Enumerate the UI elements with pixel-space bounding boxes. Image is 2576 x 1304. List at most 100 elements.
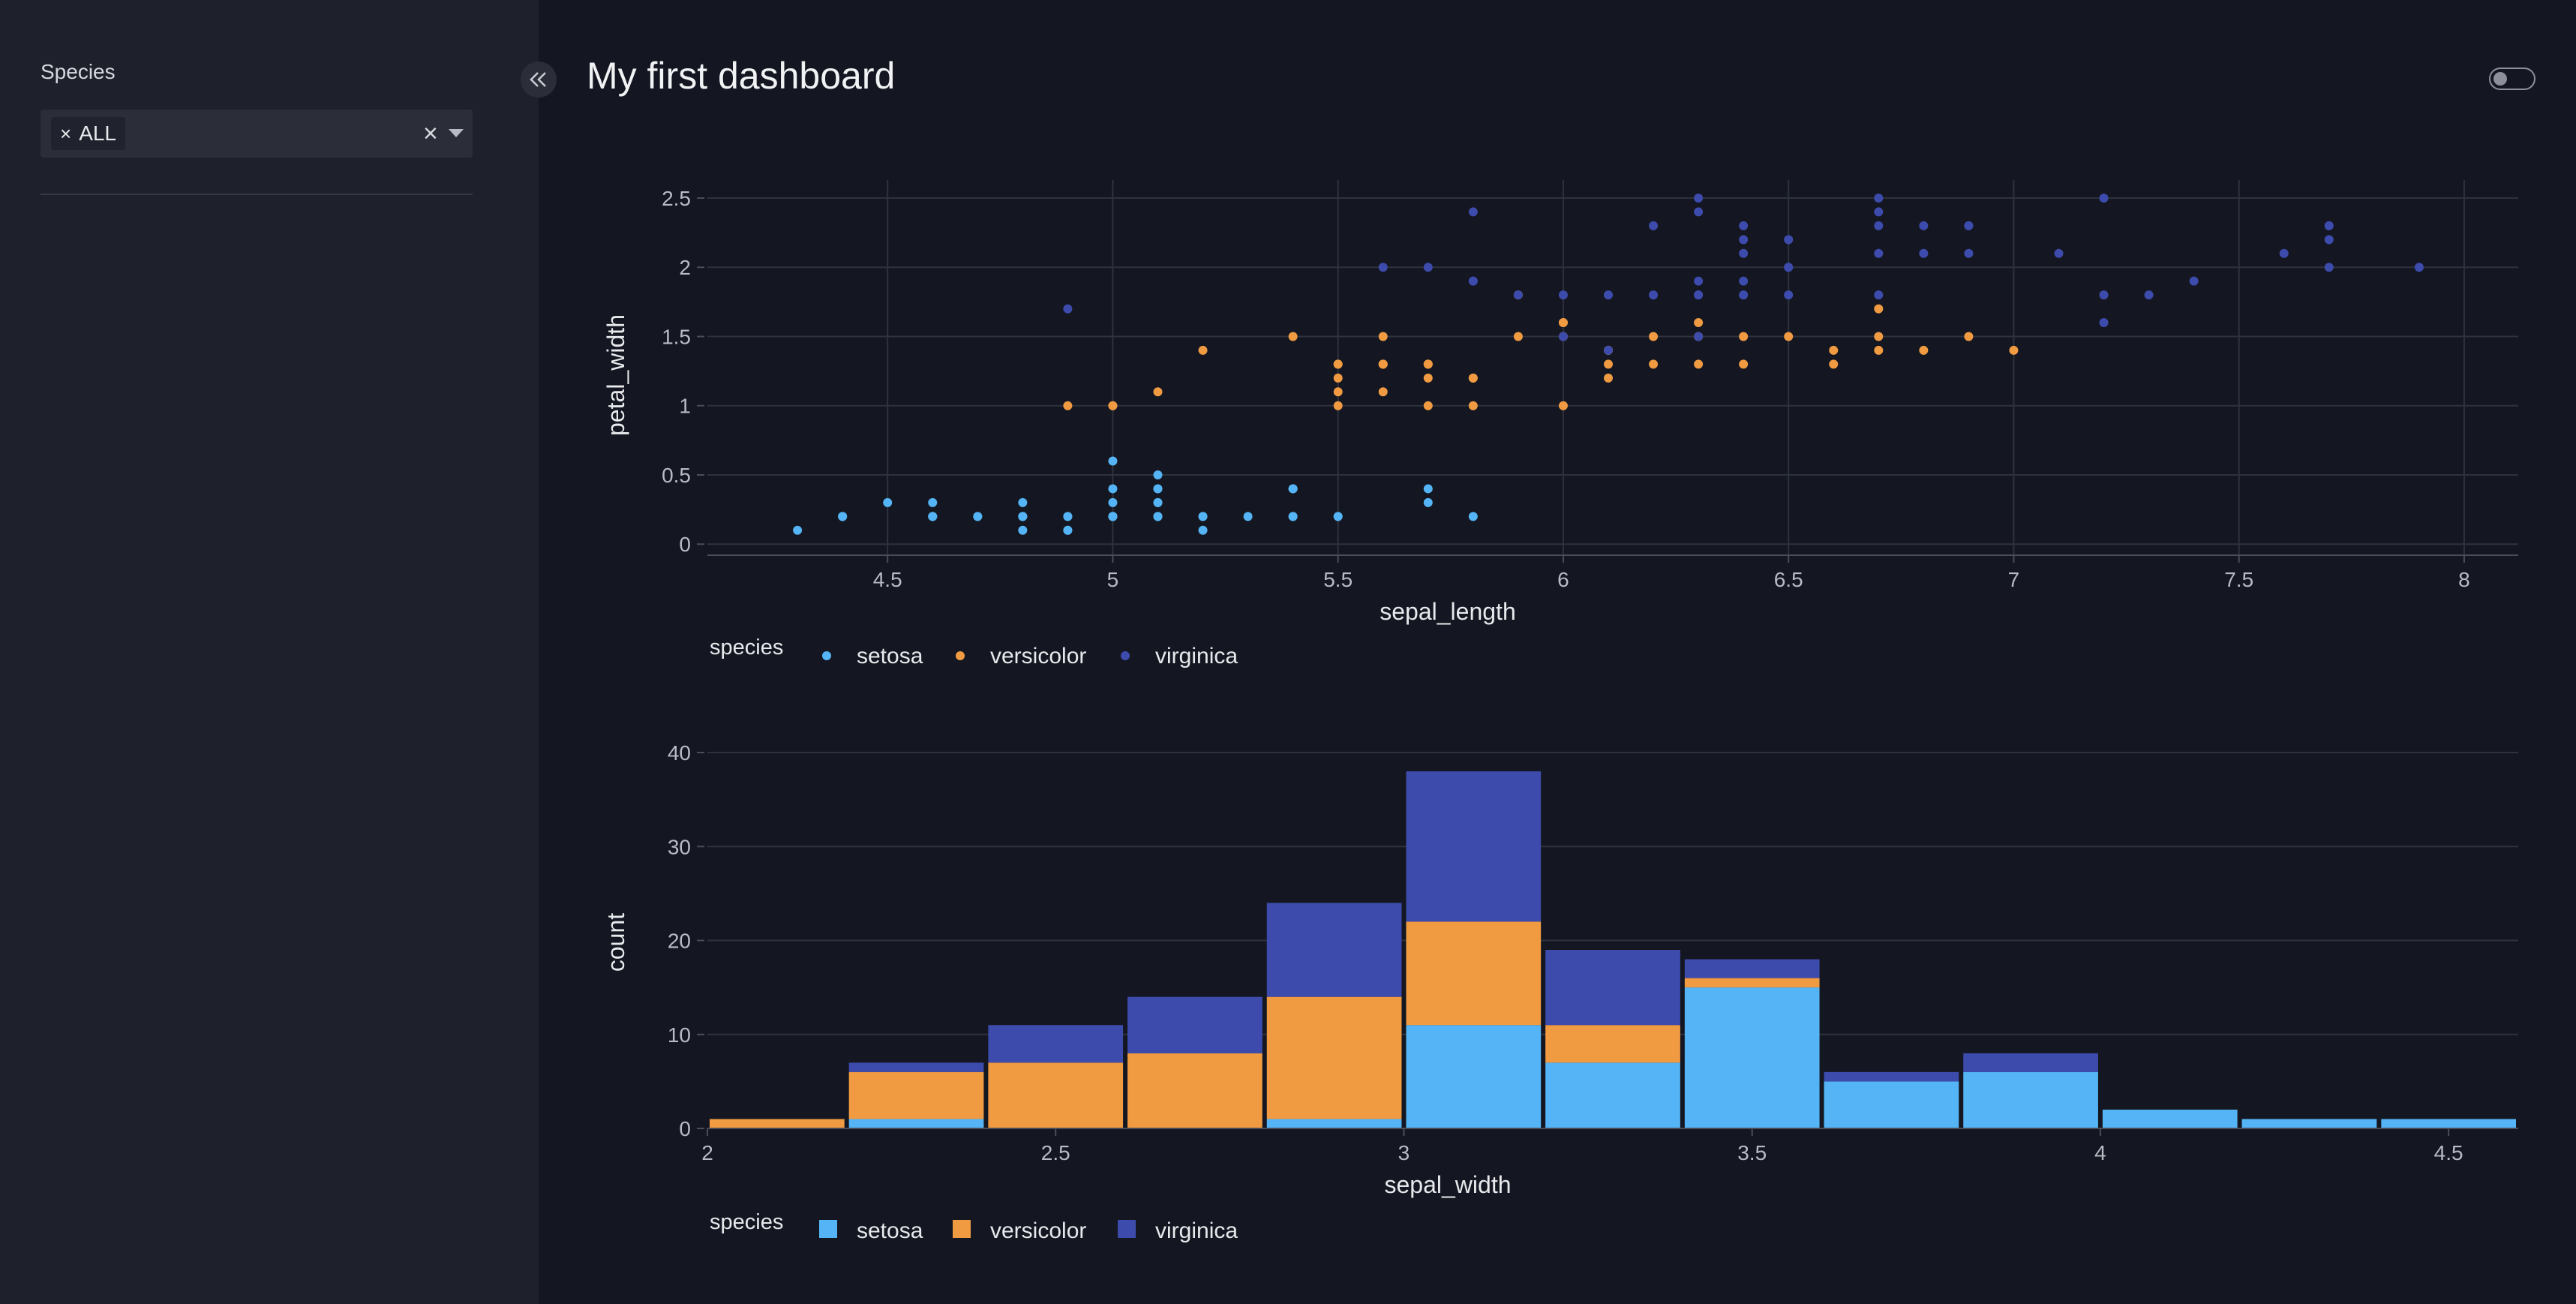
data-point-virginica — [1694, 332, 1704, 341]
data-point-setosa — [1108, 512, 1118, 521]
selected-chip-all[interactable]: × ALL — [51, 117, 126, 150]
x-tick-label: 3 — [1398, 1141, 1410, 1164]
data-point-virginica — [2099, 318, 2109, 328]
data-point-setosa — [1153, 484, 1163, 494]
data-point-versicolor — [1063, 401, 1073, 410]
theme-toggle-switch[interactable] — [2489, 68, 2535, 90]
data-point-virginica — [1694, 207, 1704, 217]
data-point-virginica — [2279, 248, 2289, 258]
data-point-versicolor — [1603, 359, 1613, 369]
bar-virginica — [1684, 959, 1820, 978]
data-point-versicolor — [1333, 387, 1343, 397]
sidebar-divider — [41, 194, 473, 195]
data-point-setosa — [1423, 497, 1433, 507]
data-point-setosa — [1423, 484, 1433, 494]
data-point-versicolor — [1468, 373, 1478, 383]
data-point-virginica — [2324, 221, 2334, 230]
data-point-virginica — [2324, 235, 2334, 245]
data-point-versicolor — [1378, 332, 1388, 341]
x-tick-label: 2 — [701, 1141, 713, 1164]
data-point-versicolor — [1333, 359, 1343, 369]
bar-setosa — [1824, 1081, 1959, 1128]
data-point-setosa — [928, 497, 938, 507]
bar-versicolor — [1127, 1053, 1262, 1128]
data-point-versicolor — [1829, 359, 1839, 369]
data-point-versicolor — [2009, 345, 2019, 355]
data-point-setosa — [793, 525, 803, 535]
y-tick-label: 0.5 — [662, 464, 691, 487]
data-point-versicolor — [1919, 345, 1929, 355]
x-tick-label: 5.5 — [1323, 568, 1353, 591]
data-point-setosa — [1108, 456, 1118, 466]
bar-setosa — [1266, 1119, 1402, 1128]
chevron-down-icon[interactable] — [449, 129, 464, 137]
y-tick-label: 10 — [668, 1023, 691, 1047]
data-point-versicolor — [1198, 345, 1208, 355]
data-point-virginica — [1649, 221, 1659, 230]
data-point-setosa — [1153, 470, 1163, 479]
bar-setosa — [2102, 1109, 2238, 1128]
bar-versicolor — [1266, 996, 1402, 1119]
bar-versicolor — [848, 1071, 984, 1119]
data-point-virginica — [1603, 290, 1613, 300]
legend-label-versicolor: versicolor — [990, 1218, 1086, 1243]
data-point-versicolor — [1108, 401, 1118, 410]
data-point-versicolor — [1649, 332, 1659, 341]
x-tick-label: 5 — [1107, 568, 1119, 591]
data-point-versicolor — [1423, 401, 1433, 410]
data-point-versicolor — [1874, 345, 1884, 355]
legend-marker-versicolor — [956, 651, 965, 660]
data-point-virginica — [1739, 276, 1749, 286]
x-tick-label: 8 — [2458, 568, 2470, 591]
data-point-setosa — [973, 512, 983, 521]
data-point-virginica — [1919, 221, 1929, 230]
data-point-virginica — [1874, 248, 1884, 258]
x-tick-label: 6 — [1557, 568, 1569, 591]
x-tick-label: 4.5 — [2434, 1141, 2463, 1164]
data-point-versicolor — [1423, 373, 1433, 383]
bar-setosa — [2381, 1119, 2516, 1128]
species-filter-select[interactable]: × ALL × — [41, 110, 473, 158]
data-point-virginica — [1468, 276, 1478, 286]
legend-marker-setosa — [819, 1220, 837, 1238]
data-point-versicolor — [1964, 332, 1974, 341]
data-point-virginica — [2099, 193, 2109, 203]
data-point-setosa — [1243, 512, 1253, 521]
data-point-virginica — [2099, 290, 2109, 300]
bar-virginica — [1406, 771, 1542, 922]
data-point-virginica — [2324, 263, 2334, 272]
data-point-versicolor — [1558, 401, 1568, 410]
data-point-versicolor — [1739, 332, 1749, 341]
clear-selection-icon[interactable]: × — [423, 119, 438, 148]
data-point-virginica — [1874, 290, 1884, 300]
data-point-versicolor — [1288, 332, 1298, 341]
collapse-sidebar-button[interactable] — [521, 62, 557, 98]
bar-setosa — [1963, 1071, 2098, 1128]
data-point-virginica — [1739, 248, 1749, 258]
data-point-setosa — [1468, 512, 1478, 521]
data-point-versicolor — [1739, 359, 1749, 369]
data-point-setosa — [1018, 512, 1028, 521]
data-point-virginica — [1423, 263, 1433, 272]
data-point-virginica — [1558, 290, 1568, 300]
chip-label: ALL — [79, 122, 117, 145]
data-point-virginica — [1063, 304, 1073, 314]
bar-setosa — [1684, 987, 1820, 1128]
legend-marker-setosa — [822, 651, 831, 660]
legend-marker-virginica — [1121, 651, 1130, 660]
page-title: My first dashboard — [587, 55, 896, 97]
data-point-versicolor — [1333, 373, 1343, 383]
bar-virginica — [848, 1062, 984, 1072]
data-point-versicolor — [1423, 359, 1433, 369]
bar-virginica — [1127, 996, 1262, 1053]
data-point-virginica — [1739, 290, 1749, 300]
bar-setosa — [2241, 1119, 2377, 1128]
legend-title: species — [710, 635, 783, 660]
y-tick-label: 40 — [668, 741, 691, 765]
chip-remove-icon[interactable]: × — [60, 122, 72, 145]
data-point-virginica — [1784, 263, 1794, 272]
data-point-virginica — [1694, 290, 1704, 300]
species-filter-label: Species — [41, 60, 116, 83]
data-point-versicolor — [1694, 318, 1704, 328]
data-point-virginica — [1558, 332, 1568, 341]
